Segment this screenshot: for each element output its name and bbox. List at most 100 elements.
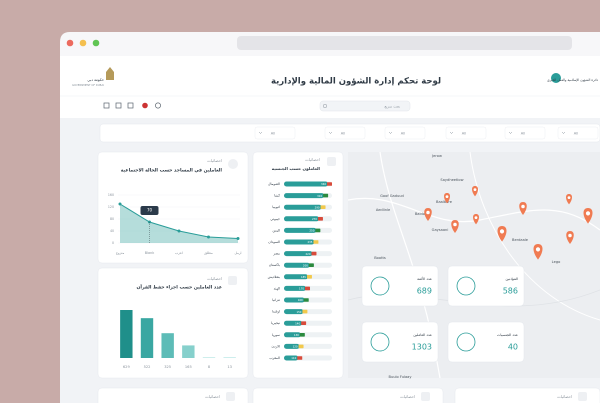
logo-subtext: GOVERNMENT OF DUBAI	[72, 83, 104, 87]
card-icon	[456, 332, 476, 352]
flag	[306, 275, 312, 279]
map-pin[interactable]	[519, 202, 527, 215]
x-tick-label: اعزب	[175, 251, 183, 255]
search-icon	[322, 103, 328, 109]
address-bar[interactable]	[237, 36, 572, 50]
panel-kicker: احصائيات	[305, 157, 320, 162]
toolbar-icon[interactable]	[103, 102, 110, 109]
map-pin[interactable]	[566, 231, 574, 244]
filter-dropdown[interactable]	[254, 126, 296, 140]
bar	[284, 332, 301, 338]
line-point	[177, 229, 181, 233]
flag	[299, 333, 305, 337]
map-pin[interactable]	[497, 226, 507, 242]
stat-card	[361, 321, 439, 363]
flag	[320, 205, 326, 209]
language-flag[interactable]	[142, 102, 148, 109]
panel-kicker: احصائيات	[400, 394, 415, 399]
logo-emblem	[106, 67, 114, 80]
x-tick-label: ارمل	[235, 251, 242, 255]
filter-value: All	[521, 132, 525, 136]
bar-value-label: 270	[312, 217, 317, 221]
filter-dropdown[interactable]	[557, 126, 599, 140]
category-label: اثيوبيا	[272, 205, 280, 209]
flag	[323, 193, 329, 198]
bar	[223, 357, 236, 358]
logo-text: دائرة الشؤون الإسلامية والعمل الخيري	[547, 78, 598, 83]
map-pin[interactable]	[444, 193, 450, 204]
map-pin[interactable]	[533, 244, 543, 260]
flag	[313, 240, 319, 244]
toolbar: بحث سريع	[103, 100, 411, 112]
card-icon	[370, 332, 390, 352]
category-label: مصر	[272, 252, 280, 256]
bar	[284, 343, 300, 349]
bar	[182, 345, 195, 358]
map-pin-dot	[535, 247, 541, 252]
map-pin[interactable]	[566, 194, 572, 205]
panel-icon	[421, 392, 430, 401]
filter-dropdown[interactable]	[324, 126, 366, 140]
map-pin[interactable]	[451, 220, 459, 233]
bar	[284, 216, 319, 222]
search-placeholder: بحث سريع	[385, 105, 401, 109]
search-box[interactable]	[319, 100, 411, 112]
map-pin[interactable]	[583, 208, 593, 224]
map-pin[interactable]	[424, 208, 432, 221]
bottom-panel	[97, 387, 249, 403]
bar-value-label: 310	[317, 194, 322, 198]
flag	[311, 251, 317, 256]
bar-value-label: 170	[299, 287, 304, 291]
panel-title: العاملين في المساجد حسب الحالة الاجتماعي…	[121, 169, 223, 174]
card-value: 586	[503, 287, 518, 296]
flag	[298, 344, 304, 349]
window-maximize[interactable]	[92, 39, 100, 47]
toolbar-icon[interactable]	[127, 102, 134, 109]
bar-value-label: 200	[303, 263, 308, 267]
panel-title: العاملون حسب الجنسية	[272, 166, 321, 171]
category-label: جيبوتي	[270, 217, 280, 221]
theme-toggle[interactable]	[155, 102, 161, 109]
bar-value-label: 13	[227, 365, 232, 369]
panel-kicker: احصائيات	[205, 394, 220, 399]
bar-value-label: 325	[164, 365, 171, 369]
flag	[317, 217, 323, 221]
card-label: عدد العاملين	[413, 333, 432, 337]
bar-value-label: 110	[291, 356, 296, 360]
stat-card	[447, 321, 525, 363]
map-pin[interactable]	[472, 186, 478, 197]
map-place-label: Aedlinle	[376, 208, 391, 212]
bar-value-label: 150	[296, 310, 301, 314]
map-pin[interactable]	[473, 214, 479, 225]
panel-kicker: احصائيات	[207, 276, 222, 281]
filter-dropdown[interactable]	[384, 126, 426, 140]
card-label: المؤذنين	[506, 277, 518, 281]
filter-caret	[328, 131, 333, 134]
bar-value-label: 140	[295, 321, 300, 325]
toolbar-icon[interactable]	[115, 102, 122, 109]
filter-value: All	[271, 132, 275, 136]
category-label: باكستان	[269, 263, 280, 267]
map-layer: Jerow Saydheetlow Goof Gaduud Baalbare Aedli…	[374, 154, 593, 379]
bar	[284, 320, 303, 326]
window-minimize[interactable]	[79, 39, 87, 47]
line-point	[236, 237, 240, 240]
filters: All All All All All All	[254, 126, 599, 140]
window-close[interactable]	[66, 39, 74, 47]
map-pin-dot	[499, 229, 505, 234]
category-label: كينيا	[274, 194, 280, 198]
filter-dropdown[interactable]	[504, 126, 546, 140]
card-icon	[370, 276, 390, 296]
stat-card	[447, 265, 525, 307]
logo-text: حكومة دبي	[87, 78, 104, 82]
card-value: 1303	[412, 343, 432, 352]
category-label: بنغلاديش	[268, 275, 280, 279]
bar	[284, 181, 328, 187]
filter-dropdown[interactable]	[445, 126, 487, 140]
bar-value-label: 220	[306, 252, 311, 256]
map-place-label: Baalbare	[436, 200, 453, 204]
flag	[297, 356, 303, 360]
flag	[327, 182, 332, 186]
map-place-label: Berdaale	[512, 238, 529, 242]
category-label: اليمن	[272, 228, 280, 232]
